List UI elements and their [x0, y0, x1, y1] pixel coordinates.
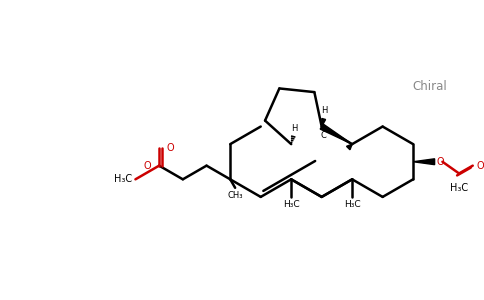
Text: Chiral: Chiral: [412, 80, 447, 93]
Text: H₃C: H₃C: [344, 200, 361, 209]
Text: O: O: [143, 160, 151, 170]
Text: O: O: [437, 157, 444, 167]
Text: H₃C: H₃C: [283, 200, 300, 209]
Text: H: H: [291, 124, 297, 133]
Text: CH₃: CH₃: [227, 191, 243, 200]
Text: O: O: [167, 143, 175, 153]
Polygon shape: [322, 118, 326, 127]
Text: H₃C: H₃C: [450, 183, 468, 193]
Polygon shape: [347, 144, 352, 150]
Text: C: C: [321, 131, 327, 140]
Text: H₃C: H₃C: [114, 174, 133, 184]
Text: H: H: [321, 106, 328, 115]
Polygon shape: [320, 124, 352, 144]
Text: O: O: [477, 160, 484, 171]
Polygon shape: [413, 159, 435, 165]
